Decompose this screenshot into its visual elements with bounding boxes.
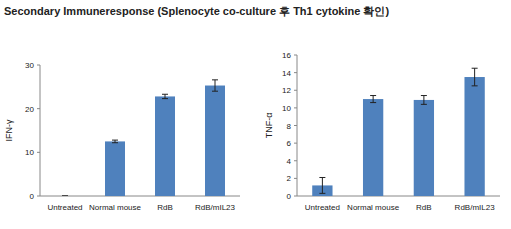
- error-cap: [62, 196, 68, 197]
- y-tick-label: 0: [287, 192, 292, 201]
- error-cap: [421, 104, 427, 105]
- bar: [414, 100, 434, 196]
- chart: TNF-α 0 2 4 6 8 10 12 14 16 Untreated Normal mouse R…: [264, 51, 500, 212]
- y-axis: [40, 65, 41, 196]
- y-axis: [297, 55, 298, 196]
- chart: IFN-γ 0 10 20 30 Untreated Normal mouse RdB RdB/…: [4, 61, 240, 212]
- error-line: [322, 177, 323, 193]
- error-cap: [62, 196, 68, 197]
- figure: Secondary Immuneresponse (Splenocyte co-…: [0, 0, 511, 229]
- error-line: [423, 96, 424, 105]
- y-tick-label: 14: [282, 69, 291, 78]
- bars: [62, 80, 225, 196]
- x-tick-label: Normal mouse: [89, 203, 142, 212]
- bar: [205, 86, 225, 196]
- error-cap: [162, 94, 168, 95]
- bars: [312, 68, 485, 196]
- y-tick-label: 30: [25, 61, 34, 70]
- error-cap: [421, 95, 427, 96]
- error-line: [165, 94, 166, 98]
- error-cap: [212, 91, 218, 92]
- x-tick-label: RdB: [157, 203, 173, 212]
- error-cap: [472, 85, 478, 86]
- y-tick-label: 6: [287, 139, 292, 148]
- x-tick-label: Untreated: [305, 203, 340, 212]
- error-cap: [112, 140, 118, 141]
- y-tick-label: 4: [287, 157, 292, 166]
- y-tick-label: 8: [287, 122, 292, 131]
- error-cap: [162, 98, 168, 99]
- error-cap: [370, 102, 376, 103]
- x-tick-label: Untreated: [47, 203, 82, 212]
- error-bar: [62, 196, 68, 197]
- error-line: [474, 68, 475, 86]
- error-cap: [472, 68, 478, 69]
- error-bar: [162, 94, 168, 98]
- bar: [363, 99, 383, 196]
- y-tick-label: 16: [282, 51, 291, 60]
- x-tick-label: Normal mouse: [347, 203, 400, 212]
- bar: [155, 96, 175, 196]
- error-cap: [212, 79, 218, 80]
- error-bar: [319, 177, 325, 193]
- y-axis-label: TNF-α: [264, 113, 274, 139]
- bar: [105, 141, 125, 196]
- error-line: [215, 80, 216, 91]
- error-bar: [212, 80, 218, 91]
- x-tick-label: RdB/mIL23: [195, 203, 236, 212]
- y-axis-label: IFN-γ: [4, 119, 14, 141]
- bar: [55, 196, 75, 197]
- x-tick-label: RdB: [416, 203, 432, 212]
- y-tick-label: 10: [282, 104, 291, 113]
- error-bar: [112, 140, 118, 143]
- y-tick-label: 0: [30, 192, 35, 201]
- figure-title: Secondary Immuneresponse (Splenocyte co-…: [4, 5, 389, 17]
- y-tick-label: 2: [287, 174, 292, 183]
- y-tick-label: 20: [25, 105, 34, 114]
- y-tick-label: 12: [282, 86, 291, 95]
- error-cap: [370, 95, 376, 96]
- bar: [464, 77, 484, 196]
- error-bar: [472, 68, 478, 86]
- error-bar: [370, 96, 376, 103]
- error-line: [373, 96, 374, 103]
- error-cap: [319, 177, 325, 178]
- error-cap: [319, 193, 325, 194]
- error-cap: [112, 142, 118, 143]
- y-tick-label: 10: [25, 148, 34, 157]
- error-bar: [421, 96, 427, 105]
- x-tick-label: RdB/mIL23: [455, 203, 496, 212]
